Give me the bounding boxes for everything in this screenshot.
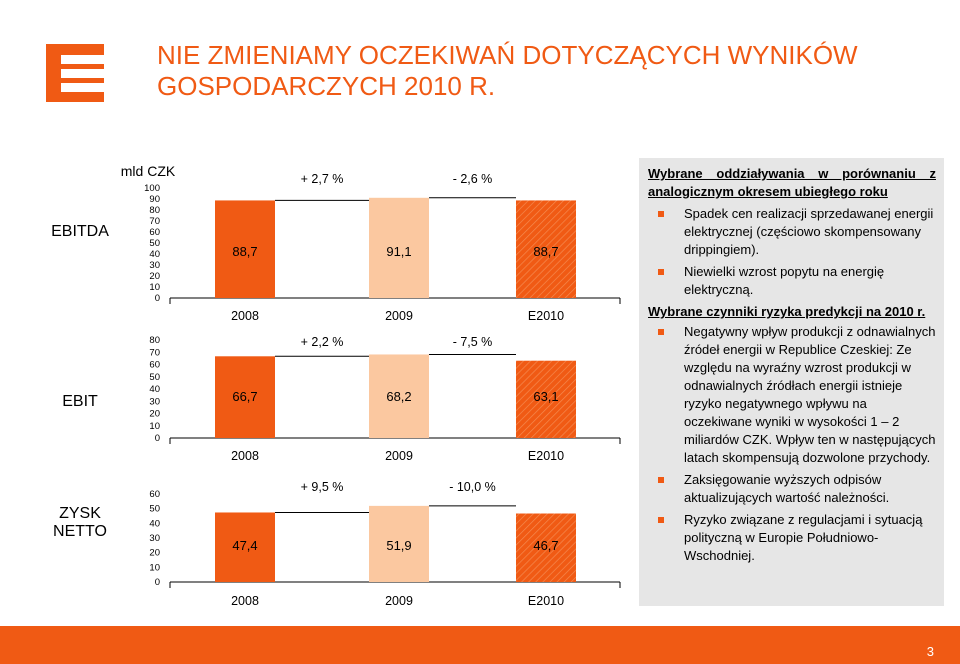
bar-e2010 [516, 200, 576, 298]
y-tick-label: 50 [149, 504, 160, 515]
value-label: 46,7 [533, 538, 558, 553]
page-number: 3 [926, 644, 934, 659]
y-tick-label: 60 [149, 360, 160, 371]
y-tick-label: 10 [149, 421, 160, 432]
y-tick-label: 20 [149, 548, 160, 559]
value-label: 47,4 [232, 538, 257, 553]
y-tick-label: 60 [149, 227, 160, 238]
panel-bullet-item: Niewielki wzrost popytu na energię elekt… [648, 263, 936, 299]
y-tick-label: 0 [155, 433, 160, 444]
cez-logo-icon [46, 44, 104, 102]
y-tick-label: 10 [149, 562, 160, 573]
change-label: + 9,5 % [301, 480, 344, 494]
y-tick-label: 30 [149, 396, 160, 407]
title-line-2: GOSPODARCZYCH 2010 R. [157, 71, 496, 101]
y-tick-label: 50 [149, 238, 160, 249]
y-tick-label: 40 [149, 249, 160, 260]
y-tick-label: 20 [149, 271, 160, 282]
panel-heading-risks: Wybrane czynniki ryzyka predykcji na 201… [648, 304, 926, 319]
risks-list: Negatywny wpływ produkcji z odnawialnych… [648, 323, 936, 565]
y-tick-label: 40 [149, 518, 160, 529]
financial-bar-charts: mld CZK EBITDA100908070605040302010088,7… [51, 163, 621, 608]
unit-label: mld CZK [121, 163, 176, 179]
bar-e2010 [516, 513, 576, 582]
chart-title: EBITDA [51, 223, 109, 240]
change-label: + 2,2 % [301, 335, 344, 349]
slide-title: NIE ZMIENIAMY OCZEKIWAŃ DOTYCZĄCYCH WYNI… [157, 40, 917, 102]
y-tick-label: 60 [149, 489, 160, 500]
y-tick-label: 40 [149, 384, 160, 395]
category-label: E2010 [528, 594, 564, 608]
value-label: 91,1 [386, 244, 411, 259]
y-tick-label: 30 [149, 533, 160, 544]
change-label: - 2,6 % [453, 172, 493, 186]
commentary-panel: Wybrane oddziaływania w porównaniu z ana… [639, 158, 944, 606]
panel-heading-influences: Wybrane oddziaływania w porównaniu z ana… [648, 166, 936, 199]
value-label: 88,7 [232, 244, 257, 259]
bar-e2010 [516, 360, 576, 438]
y-tick-label: 0 [155, 577, 160, 588]
y-tick-label: 0 [155, 293, 160, 304]
footer-bar: 3 [0, 626, 960, 664]
value-label: 66,7 [232, 389, 257, 404]
bar-2009 [369, 197, 429, 298]
y-tick-label: 80 [149, 205, 160, 216]
panel-bullet-item: Ryzyko związane z regulacjami i sytuacją… [648, 511, 936, 565]
value-label: 68,2 [386, 389, 411, 404]
y-tick-label: 20 [149, 409, 160, 420]
value-label: 63,1 [533, 389, 558, 404]
category-label: E2010 [528, 309, 564, 323]
panel-bullet-item: Negatywny wpływ produkcji z odnawialnych… [648, 323, 936, 467]
y-tick-label: 100 [144, 183, 160, 194]
panel-bullet-item: Zaksięgowanie wyższych odpisów aktualizu… [648, 471, 936, 507]
y-tick-label: 80 [149, 335, 160, 346]
category-label: 2009 [385, 309, 413, 323]
bar-2009 [369, 354, 429, 438]
value-label: 51,9 [386, 538, 411, 553]
y-tick-label: 70 [149, 216, 160, 227]
y-tick-label: 70 [149, 347, 160, 358]
category-label: 2008 [231, 309, 259, 323]
value-label: 88,7 [533, 244, 558, 259]
category-label: 2009 [385, 449, 413, 463]
chart-title: ZYSK NETTO [53, 505, 107, 540]
category-label: 2008 [231, 449, 259, 463]
y-tick-label: 50 [149, 372, 160, 383]
category-label: 2008 [231, 594, 259, 608]
bar-2008 [215, 512, 275, 582]
category-label: E2010 [528, 449, 564, 463]
title-line-1: NIE ZMIENIAMY OCZEKIWAŃ DOTYCZĄCYCH WYNI… [157, 40, 858, 70]
bar-2009 [369, 505, 429, 582]
chart-title: EBIT [62, 393, 98, 410]
change-label: + 2,7 % [301, 172, 344, 186]
category-label: 2009 [385, 594, 413, 608]
change-label: - 10,0 % [449, 480, 496, 494]
panel-bullet-item: Spadek cen realizacji sprzedawanej energ… [648, 205, 936, 259]
y-tick-label: 90 [149, 194, 160, 205]
chart-title-line: NETTO [53, 523, 107, 540]
influences-list: Spadek cen realizacji sprzedawanej energ… [648, 205, 936, 299]
change-label: - 7,5 % [453, 335, 493, 349]
chart-title-line: ZYSK [59, 505, 101, 522]
bar-2008 [215, 200, 275, 298]
y-tick-label: 10 [149, 282, 160, 293]
bar-2008 [215, 356, 275, 438]
y-tick-label: 30 [149, 260, 160, 271]
